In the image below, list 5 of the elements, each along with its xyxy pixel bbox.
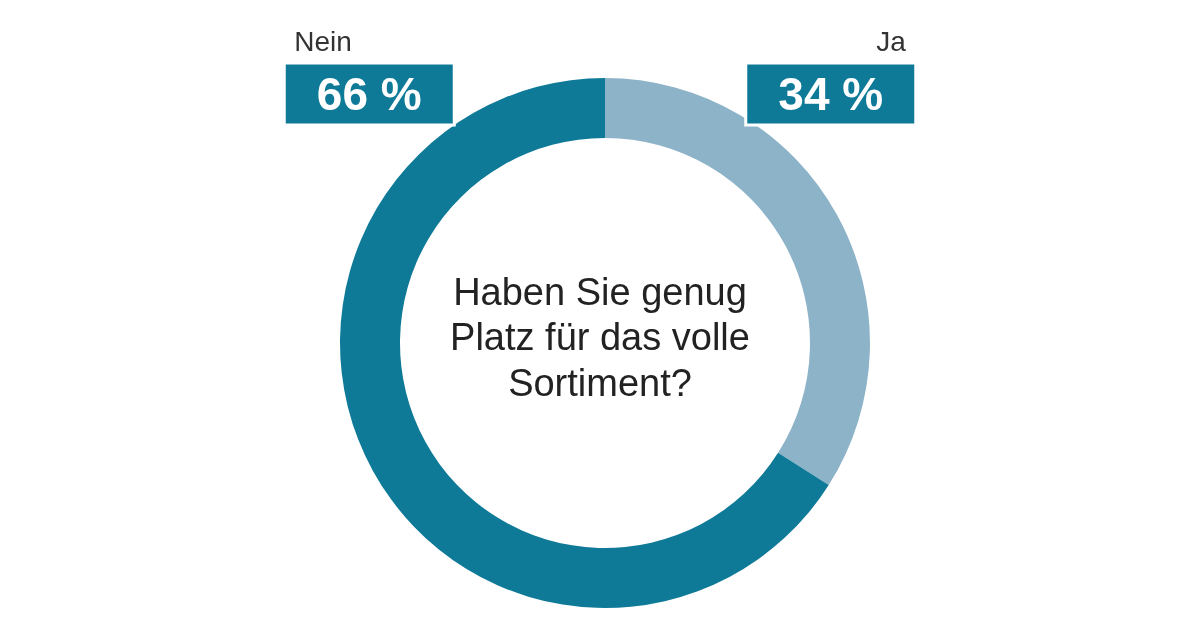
data-label: 34 % — [778, 68, 884, 120]
slice-label: Nein — [294, 26, 352, 57]
slice-label: Ja — [876, 26, 907, 57]
text: Haben Sie genug Platz für das volle Sortiment? — [449, 269, 751, 406]
data-label: 66 % — [316, 68, 422, 120]
